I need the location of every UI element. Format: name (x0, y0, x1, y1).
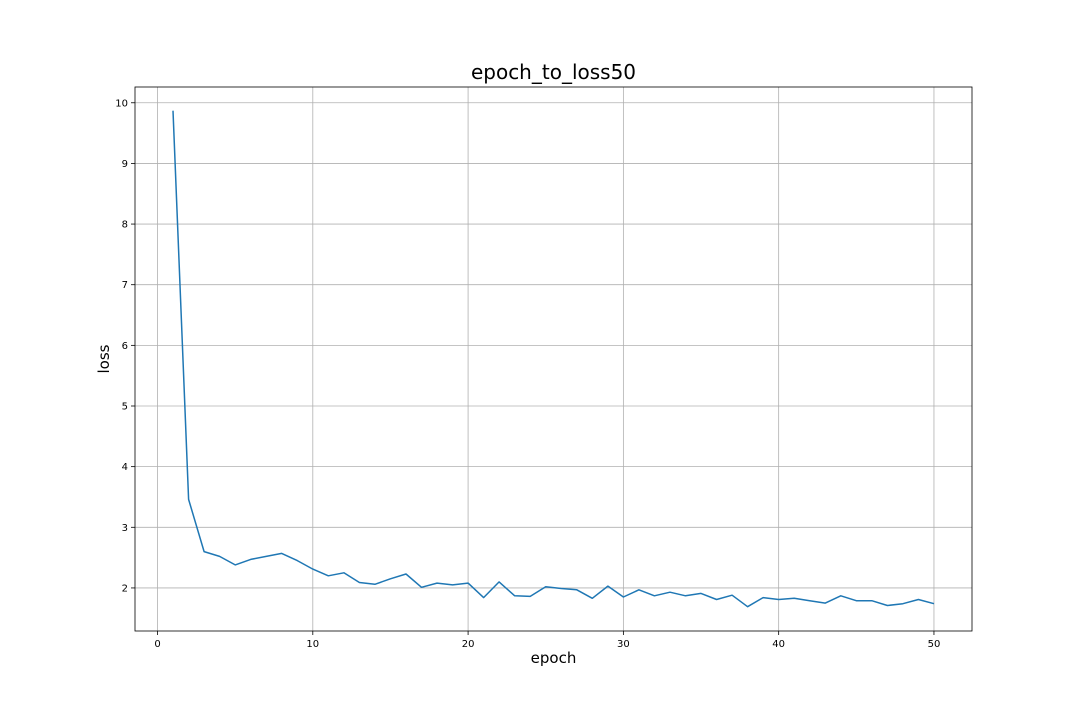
series-layer (172, 110, 935, 608)
y-tick-label: 6 (122, 341, 128, 352)
x-tick-label: 40 (772, 639, 785, 650)
chart-title: epoch_to_loss50 (471, 60, 636, 84)
y-tick-label: 7 (122, 280, 128, 291)
loss-series-line (172, 110, 935, 608)
x-axis-label: epoch (531, 649, 577, 667)
y-tick-label: 5 (122, 402, 128, 413)
grid (135, 87, 972, 631)
y-tick-label: 9 (122, 159, 128, 170)
x-tick-label: 0 (154, 639, 160, 650)
axes-frame (134, 86, 973, 632)
y-tick-label: 3 (122, 523, 128, 534)
x-tick-label: 30 (617, 639, 630, 650)
ticks: 0 10 20 30 40 50 2 3 4 5 6 7 8 9 10 (115, 98, 940, 650)
y-tick-label: 2 (122, 583, 128, 594)
x-tick-label: 50 (928, 639, 941, 650)
y-tick-label: 8 (122, 220, 128, 231)
y-tick-label: 10 (115, 98, 128, 109)
x-tick-label: 10 (306, 639, 319, 650)
y-axis-label: loss (95, 344, 113, 373)
x-tick-label: 20 (462, 639, 475, 650)
y-tick-label: 4 (122, 462, 128, 473)
